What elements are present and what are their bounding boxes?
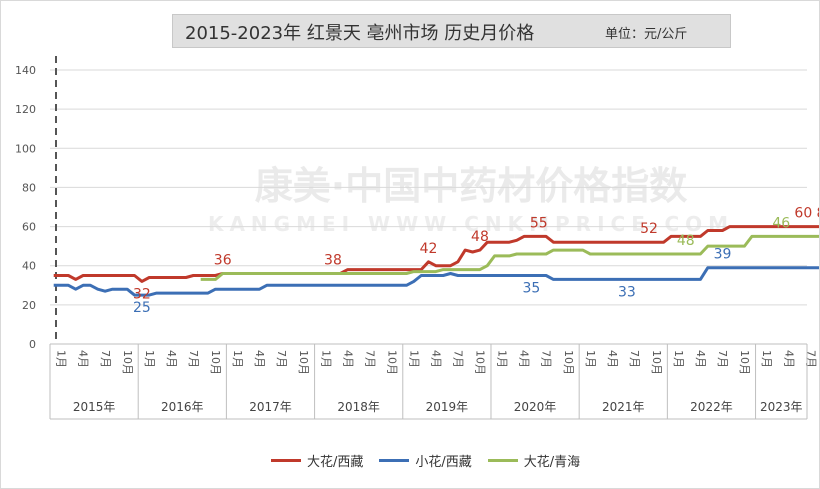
y-tick-label: 80 <box>22 181 36 194</box>
data-label: 38 <box>324 253 342 269</box>
legend-swatch <box>379 459 410 462</box>
y-tick-label: 120 <box>15 103 36 116</box>
y-tick-label: 100 <box>15 142 36 155</box>
month-tick-label: 10月 <box>738 350 751 375</box>
data-label: 80 <box>816 206 819 222</box>
watermark-url: KANGMEI WWW.CNKMPRICE.COM <box>208 212 734 236</box>
data-label: 42 <box>420 241 438 257</box>
month-tick-label: 10月 <box>297 350 310 375</box>
month-tick-label: 1月 <box>231 350 244 368</box>
month-tick-label: 10月 <box>121 350 134 375</box>
y-tick-label: 140 <box>15 64 36 77</box>
chart-legend: 大花/西藏 小花/西藏 大花/青海 <box>271 451 580 470</box>
month-tick-label: 1月 <box>319 350 332 368</box>
month-tick-label: 4月 <box>430 350 443 368</box>
year-label: 2015年 <box>73 400 116 414</box>
legend-label: 大花/青海 <box>523 455 581 470</box>
month-tick-label: 4月 <box>518 350 531 368</box>
year-label: 2018年 <box>337 400 380 414</box>
month-tick-label: 7月 <box>452 350 465 368</box>
month-tick-label: 1月 <box>672 350 685 368</box>
chart-title-box: 2015-2023年 红景天 亳州市场 历史月价格 单位：元/公斤 <box>172 14 731 48</box>
chart-title: 2015-2023年 红景天 亳州市场 历史月价格 <box>185 23 535 44</box>
y-tick-label: 20 <box>22 299 36 312</box>
month-tick-label: 10月 <box>385 350 398 375</box>
month-tick-label: 1月 <box>407 350 420 368</box>
legend-swatch <box>487 459 518 462</box>
legend-swatch <box>271 459 301 462</box>
year-label: 2020年 <box>514 400 557 414</box>
series-line-0 <box>53 225 819 283</box>
month-tick-label: 4月 <box>341 350 354 368</box>
y-tick-label: 40 <box>22 260 36 273</box>
data-label: 35 <box>522 281 540 297</box>
data-label: 33 <box>618 284 636 300</box>
year-label: 2019年 <box>426 400 469 414</box>
month-tick-label: 7月 <box>540 350 553 368</box>
month-tick-label: 4月 <box>165 350 178 368</box>
data-label: 60 <box>794 206 812 222</box>
legend-label: 大花/西藏 <box>307 455 364 470</box>
data-label: 32 <box>133 286 151 302</box>
month-tick-label: 7月 <box>187 350 200 368</box>
y-tick-label: 0 <box>29 338 36 351</box>
month-tick-label: 7月 <box>628 350 641 368</box>
legend-item-2: 大花/青海 <box>487 451 581 470</box>
month-tick-label: 7月 <box>363 350 376 368</box>
month-tick-label: 10月 <box>474 350 487 375</box>
year-label: 2016年 <box>161 400 204 414</box>
legend-label: 小花/西藏 <box>415 455 472 470</box>
month-tick-label: 4月 <box>606 350 619 368</box>
month-tick-label: 7月 <box>716 350 729 368</box>
month-tick-label: 4月 <box>782 350 795 368</box>
year-label: 2023年 <box>760 400 803 414</box>
series-line-1 <box>53 266 819 297</box>
month-tick-label: 1月 <box>584 350 597 368</box>
watermark-brand: 康美·中国中药材价格指数 <box>255 164 687 208</box>
month-tick-label: 1月 <box>143 350 156 368</box>
data-label: 39 <box>714 247 732 263</box>
month-tick-label: 7月 <box>99 350 112 368</box>
month-tick-label: 10月 <box>209 350 222 375</box>
legend-item-1: 小花/西藏 <box>379 451 472 470</box>
legend-item-0: 大花/西藏 <box>271 451 363 470</box>
data-label: 48 <box>677 233 695 249</box>
month-tick-label: 7月 <box>275 350 288 368</box>
month-tick-label: 4月 <box>77 350 90 368</box>
data-label: 46 <box>772 215 790 231</box>
month-tick-label: 1月 <box>496 350 509 368</box>
month-tick-label: 4月 <box>253 350 266 368</box>
data-label: 55 <box>530 215 548 231</box>
data-label: 36 <box>214 253 232 269</box>
year-label: 2021年 <box>602 400 645 414</box>
data-label: 25 <box>133 300 151 316</box>
month-tick-label: 10月 <box>562 350 575 375</box>
y-tick-label: 60 <box>22 221 36 234</box>
year-label: 2017年 <box>249 400 292 414</box>
series-line-2 <box>200 234 819 281</box>
month-tick-label: 1月 <box>760 350 773 368</box>
data-label: 48 <box>471 229 489 245</box>
month-tick-label: 7月 <box>804 350 817 368</box>
month-tick-label: 10月 <box>650 350 663 375</box>
month-tick-label: 1月 <box>55 350 68 368</box>
year-label: 2022年 <box>690 400 733 414</box>
month-tick-label: 4月 <box>694 350 707 368</box>
data-label: 52 <box>640 221 658 237</box>
chart-unit: 单位：元/公斤 <box>605 27 688 42</box>
